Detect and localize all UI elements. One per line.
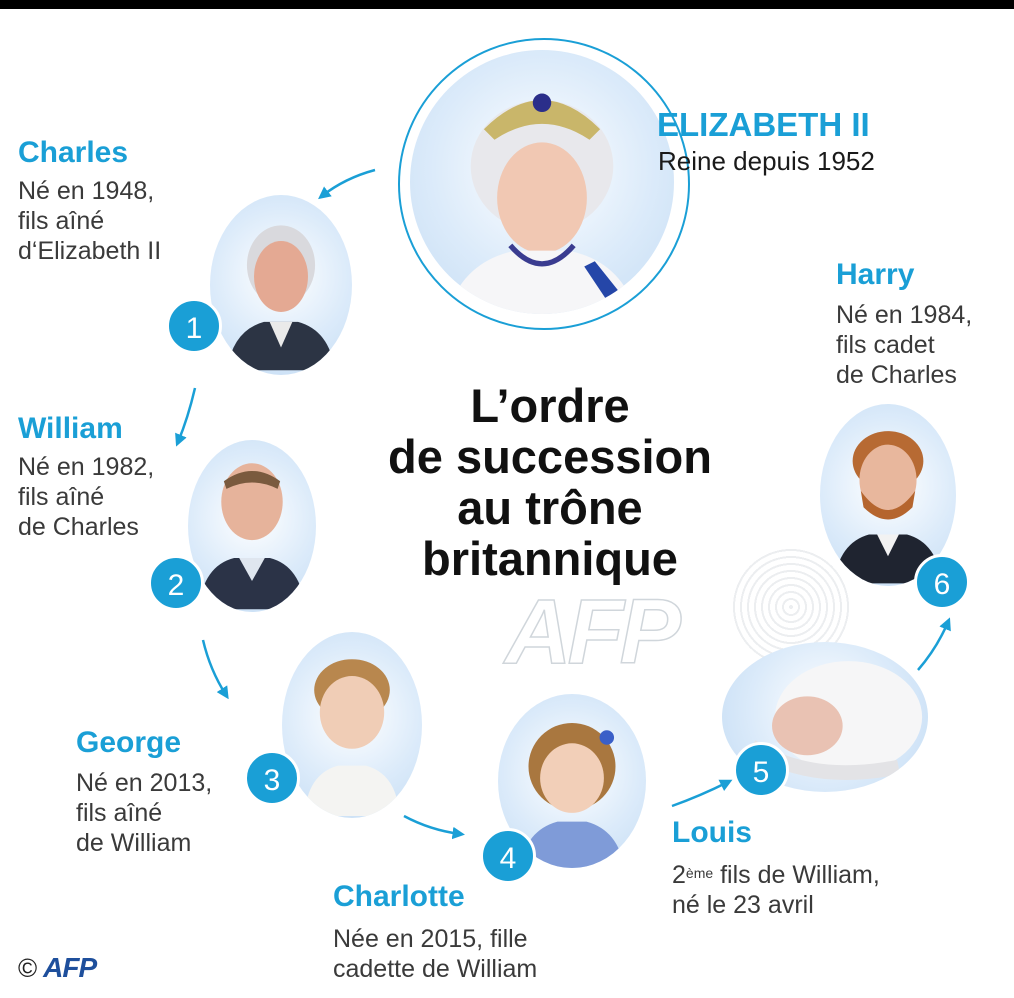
arrow-louis-to-harry [917,617,951,671]
title-line-3: au trône [457,481,643,534]
diagram-title: L’ordre de succession au trône britanniq… [380,380,720,584]
george-description: Né en 2013, fils aîné de William [76,769,213,857]
title-line-4: britannique [422,532,678,585]
title-line-1: L’ordre [470,379,630,432]
copyright-symbol: © [18,953,38,983]
rank-badge-5: 5 [733,742,789,798]
arrow-charlotte-to-louis [671,779,733,808]
arrow-william-to-george [201,639,229,700]
charlotte-name: Charlotte [333,880,465,913]
louis-description: 2ème fils de William, né le 23 avril [672,861,880,919]
rank-badge-2: 2 [148,555,204,611]
queen-portrait [410,50,674,314]
afp-watermark: AFP [504,580,682,684]
queen-name: ELIZABETH II [657,106,870,143]
charlotte-description: Née en 2015, fille cadette de William [333,925,538,983]
george-portrait [282,632,422,818]
charles-portrait [210,195,352,375]
rank-badge-1: 1 [166,298,222,354]
william-name: William [18,412,123,445]
rank-badge-4: 4 [480,828,536,884]
charles-description: Né en 1948, fils aîné d‘Elizabeth II [18,177,162,265]
harry-name: Harry [836,258,915,291]
title-line-2: de succession [388,430,712,483]
rank-badge-3: 3 [244,750,300,806]
louis-name: Louis [672,816,752,849]
william-portrait [188,440,316,612]
queen-description: Reine depuis 1952 [658,146,875,176]
arrow-charles-to-william [175,387,197,447]
afp-credit: © AFP [18,952,97,984]
top-bar [0,0,1014,9]
arrow-queen-to-charles [318,168,376,200]
afp-logo: AFP [43,952,97,983]
william-description: Né en 1982, fils aîné de Charles [18,453,155,541]
arrow-george-to-charlotte [403,814,465,840]
queen-portrait-ring [398,38,690,330]
harry-description: Né en 1984, fils cadet de Charles [836,301,973,389]
rank-badge-6: 6 [914,554,970,610]
charles-name: Charles [18,136,129,169]
george-name: George [76,726,182,759]
